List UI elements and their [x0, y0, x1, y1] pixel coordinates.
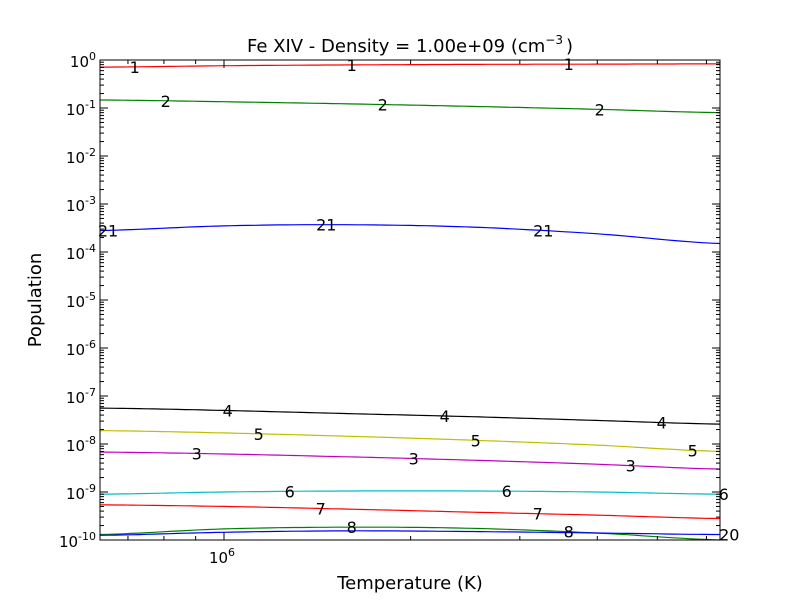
curve-label-level-2: 2 — [595, 100, 605, 119]
curve-label-level-6: 6 — [719, 485, 729, 504]
curves — [99, 63, 721, 541]
y-tick-label: 100 — [70, 50, 96, 71]
curve-label-level-5: 5 — [254, 425, 264, 444]
series-line-level-7 — [99, 504, 721, 520]
curve-label-level-3: 3 — [626, 457, 636, 476]
y-tick-label: 10-7 — [66, 386, 96, 407]
curve-label-level-8: 8 — [564, 523, 574, 542]
y-tick-label: 10-2 — [66, 146, 96, 167]
series-line-level-2 — [100, 99, 721, 114]
series-line-level-21 — [99, 224, 721, 245]
curve-label-level-2: 2 — [161, 92, 171, 111]
curve-label-level-6: 6 — [285, 482, 295, 501]
x-tick-label: 106 — [209, 546, 235, 567]
curve-label-level-1: 1 — [347, 56, 357, 75]
series-line-level-1 — [100, 63, 720, 68]
curve-label-level-5: 5 — [688, 441, 698, 460]
series-line-level-6 — [99, 490, 721, 495]
curve-label-level-4: 4 — [223, 402, 233, 421]
curve-label-level-7: 7 — [316, 499, 326, 518]
curve-label-level-3: 3 — [192, 444, 202, 463]
curve-label-level-21: 21 — [533, 221, 553, 240]
curve-label-level-5: 5 — [471, 431, 481, 450]
y-tick-label: 10-4 — [66, 242, 96, 263]
curve-label-level-6: 6 — [502, 482, 512, 501]
curve-label-level-2: 2 — [378, 96, 388, 115]
x-axis-label: Temperature (K) — [336, 573, 483, 594]
curve-label-level-1: 1 — [564, 55, 574, 74]
series-line-level-8 — [99, 526, 721, 541]
series-line-level-5 — [99, 430, 721, 452]
curve-label-level-21: 21 — [316, 216, 336, 235]
y-tick-label: 10-5 — [66, 290, 96, 311]
curve-label-level-7: 7 — [533, 505, 543, 524]
y-tick-label: 10-9 — [66, 482, 96, 503]
y-tick-label: 10-6 — [66, 338, 96, 359]
plot-frame — [99, 59, 721, 541]
series-line-level-4 — [99, 407, 721, 425]
axis-ticks: 100 10-1 10-2 10-3 10-4 10-5 10-6 10-7 10-8 10-9 1… — [59, 50, 720, 567]
chart-title: Fe XIV - Density = 1.00e+09 (cm−3) — [247, 33, 573, 57]
curve-label-level-21: 21 — [98, 221, 118, 240]
y-axis-label: Population — [25, 253, 46, 348]
y-tick-label: 10-1 — [66, 98, 96, 119]
y-tick-label: 10-8 — [66, 434, 96, 455]
curve-label-level-20: 20 — [719, 526, 739, 545]
curve-label-level-4: 4 — [440, 407, 450, 426]
curve-label-level-1: 1 — [130, 58, 140, 77]
y-tick-label: 10-10 — [59, 530, 96, 551]
y-tick-label: 10-3 — [66, 194, 96, 215]
curve-label-level-3: 3 — [409, 450, 419, 469]
curve-label-level-4: 4 — [657, 414, 667, 433]
series-line-level-3 — [99, 451, 721, 470]
curve-labels: 1 1 1 2 2 2 21 21 21 4 4 4 5 5 5 3 3 3 6 6 6 7 7 8 8 20 — [98, 55, 740, 544]
curve-label-level-8: 8 — [347, 518, 357, 537]
series-line-level-20 — [99, 530, 720, 536]
